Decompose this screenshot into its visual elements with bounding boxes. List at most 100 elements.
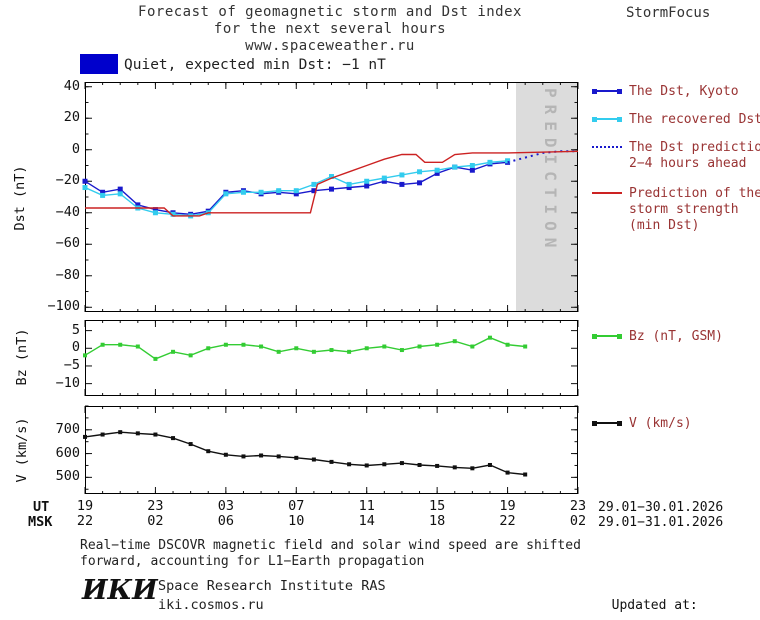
tick-label: 40 <box>63 77 80 94</box>
storm-strength-line <box>85 150 579 217</box>
tick-label: 23 <box>147 498 164 514</box>
dst-recovered-line-marker <box>381 175 387 181</box>
v-axis-label: V (km/s) <box>14 417 30 483</box>
legend-label-prediction-2: 2−4 hours ahead <box>629 156 747 171</box>
legend-label-prediction-1: The Dst prediction <box>629 140 760 155</box>
legend-label-v: V (km/s) <box>629 416 692 431</box>
bz-line-marker <box>382 344 387 349</box>
dst-kyoto-line-marker <box>100 189 106 195</box>
tick-label: 02 <box>569 513 587 529</box>
bz-line-marker <box>417 344 422 349</box>
dst-kyoto-marker-icon <box>592 84 622 98</box>
status-text: Quiet, expected min Dst: −1 nT <box>124 57 386 73</box>
v-chart <box>83 405 579 494</box>
dst-kyoto-line-marker <box>82 178 88 184</box>
tick-label: 07 <box>288 498 305 514</box>
v-line-marker <box>364 463 369 468</box>
dst-recovered-line-marker <box>152 210 158 216</box>
updated-block: Updated at: UT 19:05, 30.01.2026 MSK 22:… <box>596 566 760 620</box>
tick-label: 19 <box>76 498 94 514</box>
page-title: Forecast of geomagnetic storm and Dst in… <box>75 4 585 55</box>
v-line-marker <box>223 452 228 457</box>
dst-kyoto-line-marker <box>399 181 405 187</box>
tick-label: −5 <box>63 356 80 373</box>
footer-note-2: forward, accounting for L1−Earth propaga… <box>80 554 425 569</box>
institute-site: iki.cosmos.ru <box>158 597 264 613</box>
v-line-marker <box>241 454 246 459</box>
bz-line-marker <box>329 348 334 353</box>
updated-label: Updated at: <box>596 598 698 613</box>
bz-line-marker <box>487 335 492 340</box>
dst-recovered-line-marker <box>276 188 282 194</box>
title-line-2: for the next several hours <box>213 21 447 37</box>
dst-recovered-line-marker <box>100 192 106 198</box>
dst-kyoto-line-marker <box>434 170 440 176</box>
msk-date-range: 29.01−31.01.2026 <box>598 515 724 530</box>
tick-label: 600 <box>55 444 80 461</box>
v-marker-icon <box>592 416 622 430</box>
title-line-1: Forecast of geomagnetic storm and Dst in… <box>138 4 522 20</box>
brand-stormfocus: StormFocus <box>626 5 711 21</box>
dst-chart <box>82 82 579 312</box>
dst-recovered-line-marker <box>505 158 511 164</box>
bz-line-marker <box>452 339 457 344</box>
dst-recovered-line-marker <box>82 185 88 191</box>
dst-recovered-line-marker <box>399 172 405 178</box>
bz-line-marker <box>435 342 440 347</box>
legend-label-bz: Bz (nT, GSM) <box>629 329 723 344</box>
dst-recovered-line-marker <box>469 162 475 168</box>
dst-kyoto-line-marker <box>117 186 123 192</box>
dst-recovered-line-marker <box>487 159 493 165</box>
prediction-marker-icon <box>592 140 622 154</box>
dst-recovered-line-marker <box>452 164 458 170</box>
v-line-marker <box>470 466 475 471</box>
status-color-swatch <box>80 54 118 74</box>
prediction-region <box>516 83 578 311</box>
tick-label: −20 <box>55 172 80 189</box>
tick-label: 0 <box>71 140 80 157</box>
v-line-marker <box>505 470 510 475</box>
legend-item-prediction: The Dst prediction 2−4 hours ahead <box>592 140 760 172</box>
bz-line-marker <box>470 344 475 349</box>
tick-label: −10 <box>55 374 80 391</box>
tick-label: 700 <box>55 420 80 437</box>
msk-row-label: MSK <box>28 514 53 530</box>
v-line <box>84 431 526 476</box>
dst-recovered-line-marker <box>117 191 123 197</box>
iki-logo: ИКИ <box>82 575 158 606</box>
tick-label: 03 <box>217 498 234 514</box>
dst-recovered-line-marker <box>346 181 352 187</box>
dst-recovered-line-marker <box>170 211 176 217</box>
bz-line-marker <box>171 349 176 354</box>
v-line-marker <box>206 449 211 454</box>
dst-recovered-line-marker <box>329 174 334 180</box>
dst-kyoto-line-marker <box>381 178 387 184</box>
v-line-marker <box>259 453 264 458</box>
dst-kyoto-line-marker <box>152 207 158 213</box>
legend-item-storm: Prediction of the storm strength (min Ds… <box>592 186 760 234</box>
legend: The Dst, Kyoto The recovered Dst The Dst… <box>592 0 760 620</box>
dst-recovered-line-marker <box>258 189 264 195</box>
dst-recovered-line-marker <box>417 169 423 175</box>
footer-note-1: Real−time DSCOVR magnetic field and sola… <box>80 538 581 553</box>
v-line-marker <box>435 463 440 468</box>
bz-axis-label: Bz (nT) <box>14 328 30 386</box>
bz-line-marker <box>505 342 510 347</box>
tick-label: 22 <box>76 513 94 529</box>
dst-kyoto-line-marker <box>469 167 475 173</box>
v-line-marker <box>347 462 352 467</box>
bz-line-marker <box>241 342 246 347</box>
dst-kyoto-line-marker <box>135 202 141 208</box>
tick-label: 11 <box>358 498 375 514</box>
bz-line-marker <box>206 346 211 351</box>
bz-line-marker <box>276 349 281 354</box>
tick-label: 02 <box>147 513 164 529</box>
v-line-marker <box>523 472 528 477</box>
prediction-label: PREDICTION <box>541 88 560 255</box>
v-line-marker <box>329 459 334 464</box>
v-line-marker <box>100 432 105 437</box>
recovered-marker-icon <box>592 112 622 126</box>
legend-label-recovered: The recovered Dst <box>629 112 760 127</box>
legend-label-storm-3: (min Dst) <box>629 218 700 233</box>
